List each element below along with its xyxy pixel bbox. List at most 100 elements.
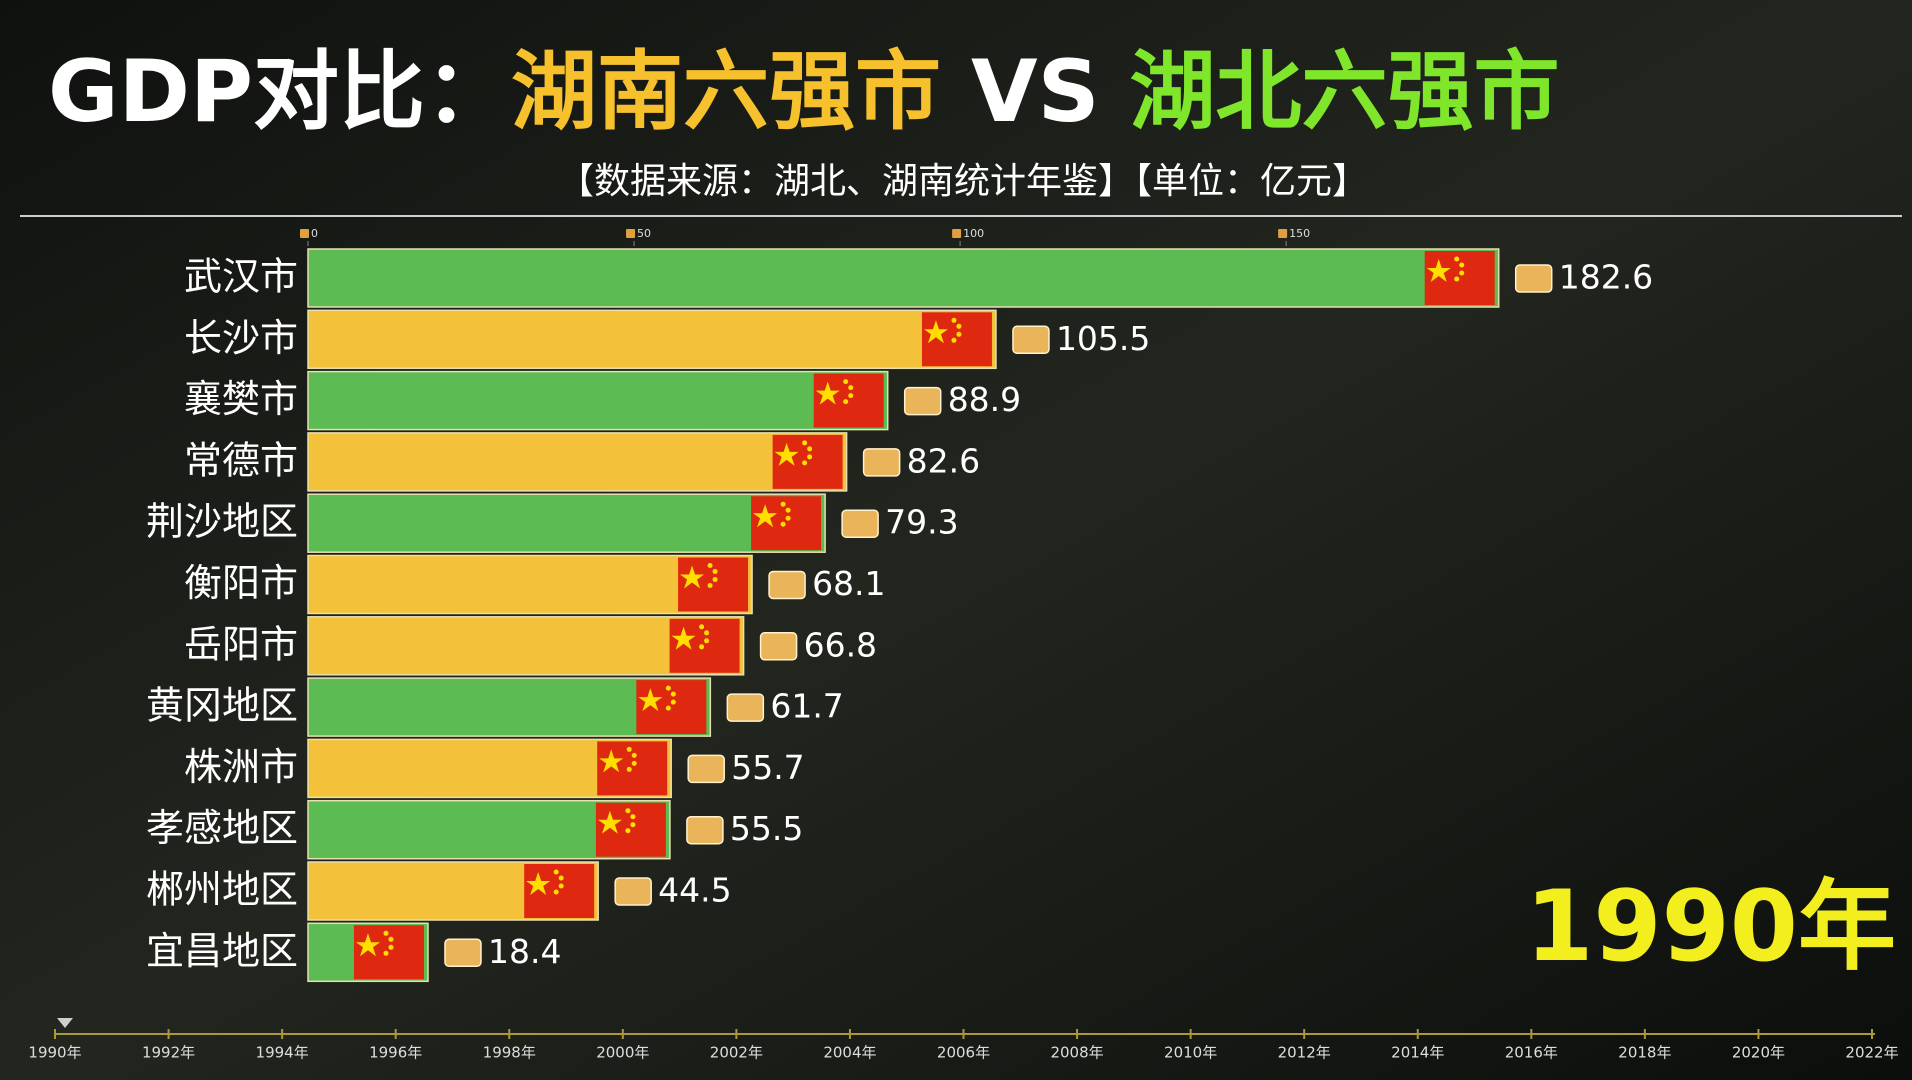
flag-star <box>843 399 849 405</box>
value-label: 55.5 <box>730 809 803 848</box>
timeline-label: 1990年 <box>28 1044 81 1062</box>
category-label: 孝感地区 <box>146 806 298 850</box>
timeline-marker <box>57 1018 73 1028</box>
flag-star <box>665 685 671 691</box>
flag-star <box>753 504 778 528</box>
flag-star <box>802 460 808 466</box>
flag-star <box>553 869 559 875</box>
value-label: 44.5 <box>658 871 731 910</box>
flag-star <box>704 638 710 644</box>
timeline-label: 2016年 <box>1505 1044 1558 1062</box>
value-icon <box>687 754 725 784</box>
flag-star <box>630 822 636 828</box>
title-part: VS <box>971 42 1100 142</box>
value-icon <box>1514 264 1553 293</box>
flag-star <box>1459 270 1465 276</box>
timeline-label: 1992年 <box>142 1044 195 1062</box>
flag-star <box>670 699 676 705</box>
tick-icon <box>300 229 309 238</box>
timeline-label: 2020年 <box>1732 1044 1785 1062</box>
flag-star <box>843 379 849 385</box>
flag-star <box>558 883 564 889</box>
flag-star <box>638 688 663 712</box>
value-icon <box>1012 325 1050 355</box>
flag-star <box>599 749 624 773</box>
timeline-label: 2010年 <box>1164 1044 1217 1062</box>
flag-star <box>712 569 718 574</box>
current-year: 1990年 <box>1525 870 1896 984</box>
flag-star <box>815 381 840 405</box>
flag-star <box>558 875 564 881</box>
x-tick-label: 0 <box>311 227 318 240</box>
flag-star <box>707 563 713 568</box>
timeline-label: 2008年 <box>1050 1044 1103 1062</box>
tick-icon <box>952 229 962 238</box>
flag-star <box>630 814 636 820</box>
value-icon <box>759 632 798 661</box>
bar <box>307 309 997 370</box>
flag-star <box>625 808 631 814</box>
category-label: 常德市 <box>184 438 298 482</box>
flag-star <box>383 950 389 956</box>
flag <box>353 925 424 980</box>
title-part: 湖南六强市 <box>511 42 941 142</box>
timeline-label: 1994年 <box>256 1044 309 1062</box>
bar <box>307 432 848 492</box>
value-label: 82.6 <box>907 441 980 480</box>
value-icon <box>841 509 879 538</box>
title-part: 湖北六强市 <box>1130 42 1560 142</box>
bar <box>307 248 1500 308</box>
flag <box>669 618 740 673</box>
flag-star <box>956 323 962 329</box>
flag-star <box>1454 276 1460 282</box>
flag-star <box>1454 256 1460 262</box>
flag-star <box>774 442 799 466</box>
category-label: 襄樊市 <box>184 377 298 421</box>
category-label: 岳阳市 <box>184 622 298 666</box>
timeline-label: 2014年 <box>1391 1044 1444 1062</box>
flag-star <box>626 766 632 772</box>
value-icon <box>614 877 652 906</box>
flag-star <box>680 565 705 589</box>
flag-star <box>951 337 957 343</box>
flag <box>678 557 749 612</box>
flag <box>595 802 666 857</box>
x-tick-label: 100 <box>963 227 984 240</box>
flag-star <box>631 752 637 758</box>
timeline-label: 2018年 <box>1618 1044 1671 1062</box>
flag-star <box>388 936 394 942</box>
flag <box>921 312 992 367</box>
flag-star <box>699 624 705 630</box>
category-label: 长沙市 <box>184 316 298 360</box>
value-icon <box>686 815 724 845</box>
flag <box>1424 251 1495 305</box>
flag <box>772 434 843 489</box>
flag-star <box>699 644 705 650</box>
category-label: 荆沙地区 <box>146 500 298 544</box>
flag-star <box>1459 262 1465 268</box>
flag-star <box>780 501 786 507</box>
category-label: 宜昌地区 <box>146 929 298 973</box>
flag-star <box>671 626 696 650</box>
timeline-label: 2004年 <box>823 1044 876 1062</box>
timeline-label: 1996年 <box>369 1044 422 1062</box>
flag-star <box>785 507 791 513</box>
flag-star <box>631 760 637 766</box>
category-label: 衡阳市 <box>184 561 298 605</box>
value-label: 55.7 <box>731 748 804 787</box>
value-label: 79.3 <box>885 503 958 542</box>
value-icon <box>444 938 482 968</box>
tick-icon <box>1278 229 1288 238</box>
flag-star <box>951 317 957 323</box>
flag-star <box>780 521 786 527</box>
flag-star <box>704 630 710 636</box>
timeline-label: 2000年 <box>596 1044 649 1062</box>
flag-star <box>388 944 394 950</box>
flag-star <box>383 930 389 936</box>
flag-star <box>707 583 713 588</box>
flag-star <box>355 933 380 957</box>
flag-star <box>785 515 791 521</box>
category-label: 武汉市 <box>184 255 298 299</box>
flag-star <box>626 746 632 752</box>
